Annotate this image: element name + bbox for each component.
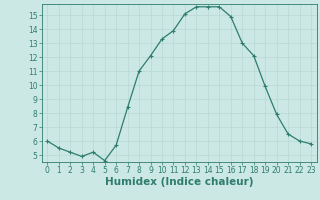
- X-axis label: Humidex (Indice chaleur): Humidex (Indice chaleur): [105, 177, 253, 187]
